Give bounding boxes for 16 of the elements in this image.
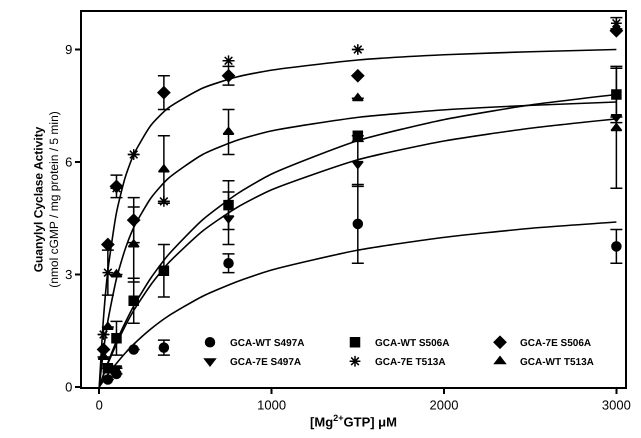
- x-tick-label: 2000: [430, 398, 458, 413]
- y-axis-title: Guanylyl Cyclase Activity (nmol cGMP / mg protein / 5 min): [31, 111, 61, 288]
- legend-label: GCA-7E S506A: [520, 338, 592, 350]
- x-tick-label: 0: [96, 398, 103, 413]
- legend-label: GCA-WT S506A: [375, 338, 450, 350]
- x-tick-label: 3000: [602, 398, 631, 413]
- y-tick-label: 0: [65, 380, 72, 395]
- legend-label: GCA-WT T513A: [520, 357, 594, 368]
- legend-label: GCA-7E T513A: [375, 357, 446, 368]
- y-tick-label: 9: [65, 42, 72, 58]
- y-tick-label: 3: [65, 267, 72, 282]
- legend-label: GCA-WT S497A: [230, 338, 304, 350]
- x-tick-label: 1000: [257, 398, 286, 413]
- x-axis-title: [Mg$^{2+}$GTP] μM: [310, 413, 397, 430]
- legend-label: GCA-7E S497A: [230, 357, 302, 368]
- y-tick-label: 6: [65, 154, 72, 170]
